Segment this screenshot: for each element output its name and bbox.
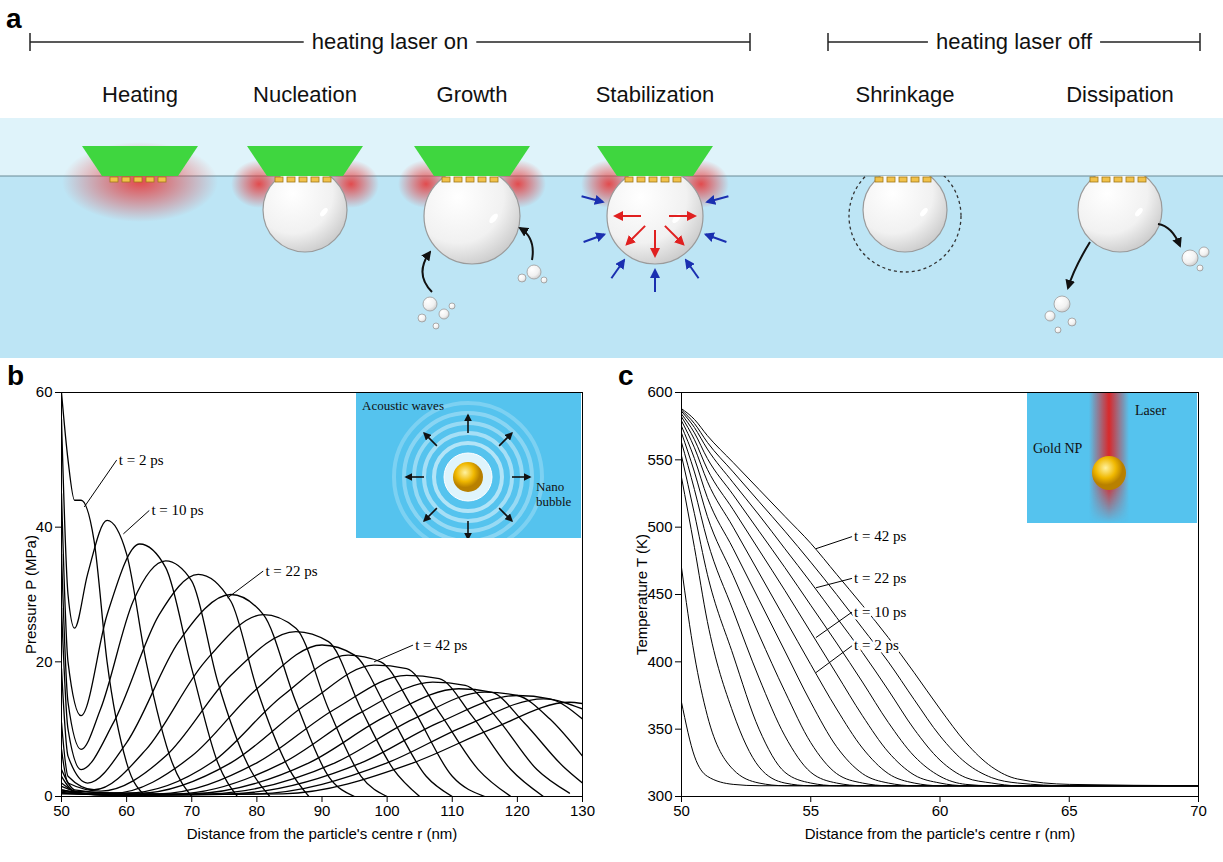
html-text:c: c: [618, 360, 634, 391]
svg-text:Growth: Growth: [437, 82, 508, 107]
svg-text:t = 2 ps: t = 2 ps: [119, 452, 164, 468]
svg-text:550: 550: [647, 451, 672, 468]
svg-text:500: 500: [647, 518, 672, 535]
svg-text:t = 10 ps: t = 10 ps: [854, 604, 906, 620]
svg-text:t = 42 ps: t = 42 ps: [415, 637, 467, 653]
svg-text:a: a: [6, 3, 22, 34]
svg-text:Distance from the particle's c: Distance from the particle's centre r (n…: [187, 825, 457, 842]
svg-text:Temperature T (K): Temperature T (K): [633, 534, 650, 655]
svg-text:t = 22 ps: t = 22 ps: [265, 563, 317, 579]
svg-text:t = 10 ps: t = 10 ps: [151, 502, 203, 518]
svg-text:t = 42 ps: t = 42 ps: [854, 528, 906, 544]
svg-text:70: 70: [183, 802, 200, 819]
svg-text:70: 70: [1190, 802, 1207, 819]
svg-text:60: 60: [118, 802, 135, 819]
svg-text:t = 2 ps: t = 2 ps: [854, 637, 899, 653]
svg-text:300: 300: [647, 787, 672, 804]
svg-text:t = 22 ps: t = 22 ps: [854, 570, 906, 586]
svg-text:90: 90: [314, 802, 331, 819]
svg-text:t = 22 ps: t = 22 ps: [854, 570, 906, 586]
svg-text:50: 50: [53, 802, 70, 819]
svg-text:t = 2 ps: t = 2 ps: [119, 452, 164, 468]
svg-text:100: 100: [375, 802, 400, 819]
svg-text:Acoustic waves: Acoustic waves: [362, 398, 444, 413]
svg-text:65: 65: [1061, 802, 1078, 819]
svg-text:60: 60: [36, 383, 53, 400]
svg-text:110: 110: [440, 802, 464, 819]
svg-text:600: 600: [647, 383, 672, 400]
svg-text:Dissipation: Dissipation: [1066, 82, 1174, 107]
svg-text:0: 0: [44, 787, 52, 804]
svg-text:50: 50: [673, 802, 690, 819]
svg-text:t = 42 ps: t = 42 ps: [415, 637, 467, 653]
svg-text:Laser: Laser: [1135, 403, 1166, 418]
svg-text:350: 350: [647, 720, 672, 737]
svg-text:Gold NP: Gold NP: [1033, 441, 1083, 456]
svg-text:Stabilization: Stabilization: [596, 82, 715, 107]
svg-text:Distance from the particle's c: Distance from the particle's centre r (n…: [805, 825, 1075, 842]
svg-text:Heating: Heating: [102, 82, 178, 107]
svg-text:heating laser on: heating laser on: [312, 29, 469, 54]
svg-text:t = 10 ps: t = 10 ps: [854, 604, 906, 620]
svg-text:120: 120: [505, 802, 530, 819]
svg-text:Nucleation: Nucleation: [253, 82, 357, 107]
svg-text:Shrinkage: Shrinkage: [855, 82, 954, 107]
svg-text:Pressure P (MPa): Pressure P (MPa): [22, 535, 39, 654]
svg-text:Nanobubble: Nanobubble: [536, 479, 572, 509]
svg-text:450: 450: [647, 585, 672, 602]
svg-text:80: 80: [249, 802, 266, 819]
svg-text:t = 2 ps: t = 2 ps: [854, 637, 899, 653]
svg-text:heating laser off: heating laser off: [936, 29, 1093, 54]
svg-text:60: 60: [932, 802, 949, 819]
svg-text:20: 20: [36, 653, 53, 670]
svg-text:t = 22 ps: t = 22 ps: [265, 563, 317, 579]
svg-text:40: 40: [36, 518, 53, 535]
svg-text:130: 130: [570, 802, 595, 819]
svg-text:t = 42 ps: t = 42 ps: [854, 528, 906, 544]
svg-text:t = 10 ps: t = 10 ps: [151, 502, 203, 518]
svg-text:55: 55: [802, 802, 819, 819]
html-text:b: b: [7, 360, 25, 391]
svg-text:400: 400: [647, 653, 672, 670]
